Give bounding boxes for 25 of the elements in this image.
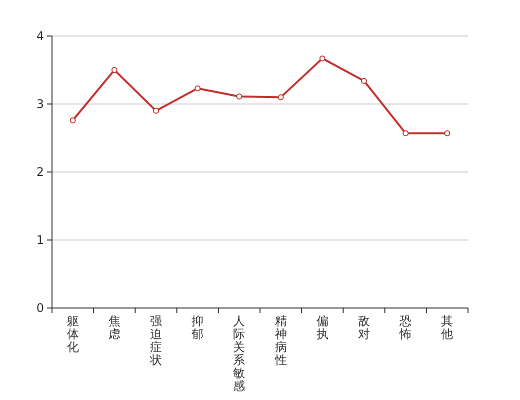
point: [70, 117, 76, 124]
x-tick-label: 恐怖: [398, 314, 412, 341]
point: [278, 94, 284, 100]
point: [111, 67, 118, 73]
x-tick-label: 偏执: [316, 314, 328, 341]
y-tick-label: 1: [36, 233, 44, 247]
y-tick-label: 3: [36, 97, 44, 111]
y-tick-label: 4: [36, 29, 44, 43]
point: [236, 94, 242, 100]
y-tick-label: 2: [36, 165, 44, 179]
point: [444, 130, 450, 136]
point: [194, 85, 201, 92]
point: [402, 130, 409, 136]
point: [319, 55, 326, 62]
point: [361, 78, 367, 84]
x-tick-label: 敌对: [358, 314, 370, 341]
x-tick-label: 强迫症状: [149, 314, 162, 367]
x-tick-label: 精神病性: [274, 314, 287, 367]
x-tick-label: 抑郁: [192, 314, 204, 341]
x-tick-label: 其他: [441, 314, 454, 341]
x-tick-label: 人际关系敏感: [233, 314, 246, 393]
x-tick-label: 躯体化: [66, 314, 79, 354]
x-tick-label: 焦虑: [108, 314, 120, 341]
point: [153, 108, 159, 114]
y-tick-label: 0: [36, 301, 44, 315]
